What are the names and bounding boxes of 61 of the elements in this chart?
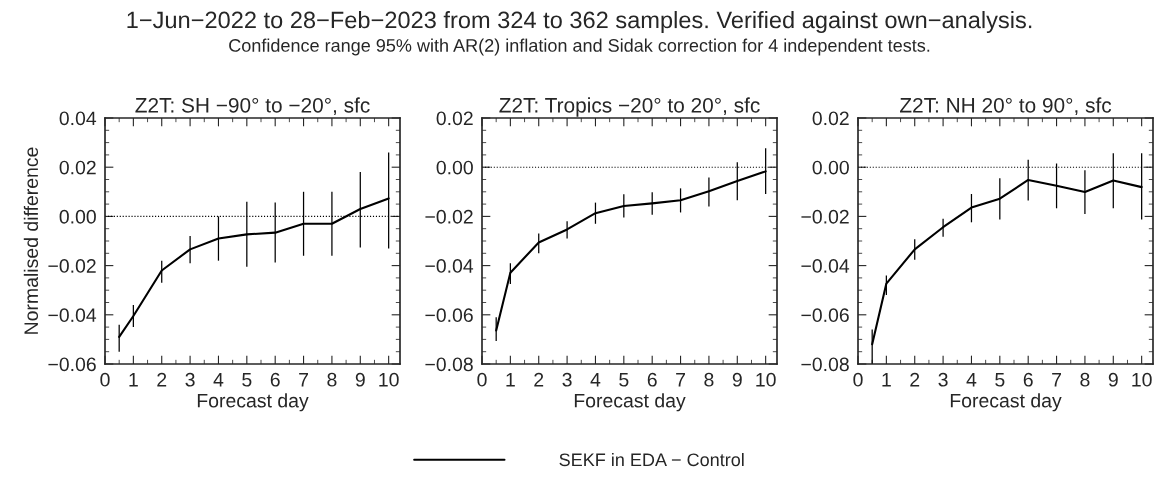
x-tick-label: 2 [534,372,544,387]
text: SEKF in EDA − Control [559,452,744,467]
x-axis-title: Forecast day [950,393,1062,412]
y-axis-title: Normalised difference [23,147,39,334]
y-tick-label: 0.02 [59,160,96,175]
y-tick-label: −0.04 [801,259,850,273]
y-tick-label: −0.08 [801,357,849,372]
x-tick-label: 10 [1132,372,1152,387]
x-tick-label: 0 [853,372,863,387]
y-tick-label: 0.00 [812,160,849,175]
x-tick-label: 6 [647,372,657,387]
chart-title: Z2T: NH 20° to 90°, sfc [900,97,1112,116]
y-tick-label: 0.02 [812,111,849,126]
x-tick-label: 4 [213,373,224,387]
y-tick-label: −0.04 [425,259,474,273]
x-tick-label: 8 [1080,372,1090,387]
x-tick-label: 4 [590,373,601,387]
x-tick-label: 10 [379,372,399,387]
y-tick-label: −0.06 [425,308,473,323]
y-tick-label: −0.04 [48,308,97,323]
x-tick-label: 1 [129,373,138,387]
x-tick-label: 9 [732,372,742,387]
x-tick-label: 6 [1023,372,1033,387]
x-tick-label: 2 [157,372,167,387]
y-tick-label: −0.02 [48,259,96,273]
x-tick-label: 6 [270,372,280,387]
chart-title: Z2T: Tropics −20° to 20°, sfc [499,97,760,117]
y-tick-label: 0.00 [59,209,96,224]
x-tick-label: 5 [619,373,629,387]
x-tick-label: 7 [676,373,685,387]
text: Confidence range 95% with AR(2) inflation and Sidak correction for 4 independent tests. [229,38,930,56]
y-tick-label: −0.06 [48,357,96,372]
y-tick-label: −0.02 [425,209,473,224]
x-tick-label: 10 [756,372,776,387]
x-axis-title: Forecast day [574,393,686,412]
y-tick-label: −0.08 [425,357,473,372]
x-tick-label: 5 [995,373,1005,387]
x-tick-label: 1 [882,373,891,387]
y-tick-label: 0.00 [436,160,473,175]
x-tick-label: 1 [506,373,515,387]
x-tick-label: 3 [562,372,572,387]
text: 1−Jun−2022 to 28−Feb−2023 from 324 to 362 samples. Verified against own−analysis. [127,11,1032,33]
x-tick-label: 7 [299,373,308,387]
x-tick-label: 9 [355,372,365,387]
x-tick-label: 9 [1108,372,1118,387]
x-axis-title: Forecast day [197,393,309,412]
x-tick-label: 8 [327,372,337,387]
x-tick-label: 8 [704,372,714,387]
y-tick-label: −0.02 [801,209,849,224]
y-tick-label: 0.04 [59,111,97,126]
x-tick-label: 5 [242,373,252,387]
x-tick-label: 4 [966,373,977,387]
x-tick-label: 0 [100,372,110,387]
x-tick-label: 0 [477,372,487,387]
y-tick-label: −0.06 [801,308,849,323]
x-tick-label: 2 [910,372,920,387]
x-tick-label: 3 [185,372,195,387]
x-tick-label: 7 [1052,373,1061,387]
x-tick-label: 3 [938,372,948,387]
y-tick-label: 0.02 [436,111,473,126]
chart-title: Z2T: SH −90° to −20°, sfc [135,97,370,116]
